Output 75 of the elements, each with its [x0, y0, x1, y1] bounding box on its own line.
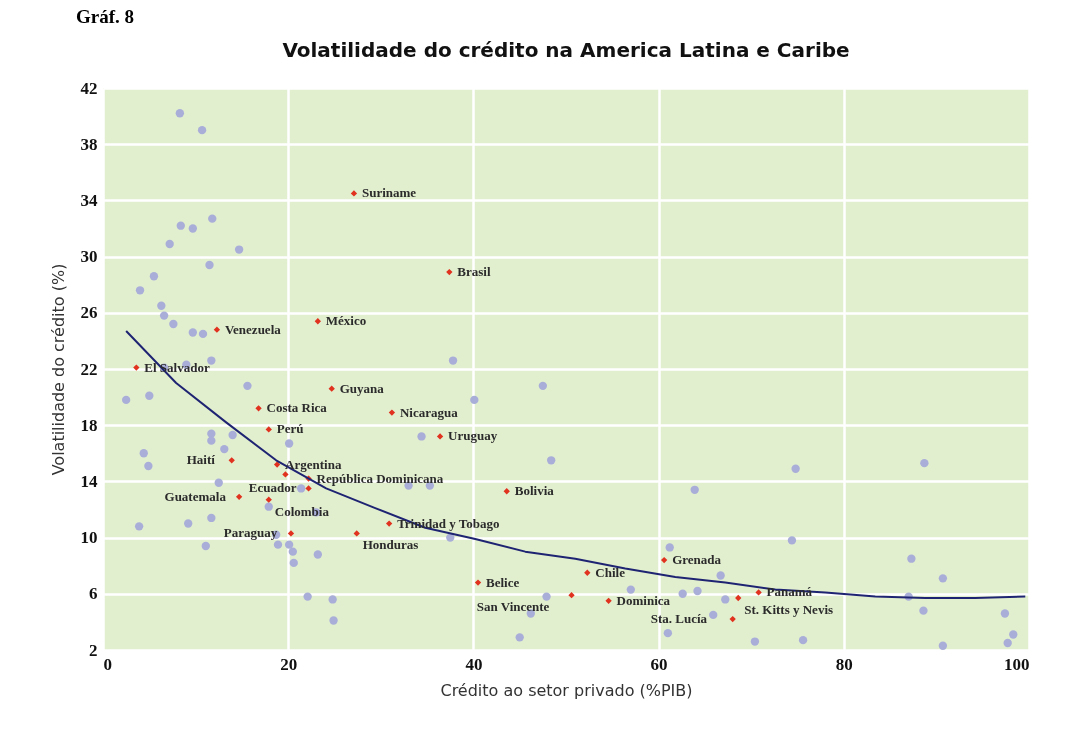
- annotation: Sta. Lucía: [650, 611, 708, 627]
- annotation: Bolivia: [514, 483, 555, 499]
- annotation: Perú: [276, 421, 304, 437]
- point: [584, 569, 591, 576]
- point: [446, 268, 453, 276]
- chart-title: Volatilidade do crédito na America Latina e Caribe: [282, 38, 850, 62]
- x-tick-label: 60: [650, 654, 668, 674]
- point: [305, 485, 312, 492]
- point: [350, 190, 358, 197]
- point: [265, 496, 272, 503]
- y-axis-title: Volatilidade do crédito (%): [48, 263, 68, 476]
- annotation: Venezuela: [224, 321, 282, 337]
- annotation: México: [325, 313, 367, 329]
- x-axis-title: Crédito ao setor privado (%PIB): [440, 680, 693, 700]
- y-tick-label: 34: [80, 190, 98, 210]
- annotation: Ecuador: [248, 480, 297, 496]
- point: [474, 579, 482, 586]
- annotation: El Salvador: [144, 359, 210, 375]
- annotation: Uruguay: [448, 428, 498, 444]
- annotation: Belice: [486, 574, 520, 590]
- point: [133, 364, 140, 371]
- y-tick-label: 38: [80, 134, 98, 154]
- point: [605, 597, 612, 604]
- annotation: Guyana: [339, 380, 385, 396]
- annotation: St. Kitts y Nevis: [744, 602, 834, 618]
- annotation: Dominica: [616, 592, 671, 608]
- y-tick-label: 42: [80, 78, 98, 98]
- annotation: Honduras: [362, 537, 419, 553]
- annotation: Grenada: [672, 552, 722, 568]
- annotation: Chile: [595, 564, 626, 580]
- point: [503, 488, 510, 495]
- annotation: Suriname: [361, 185, 417, 201]
- y-tick-label: 22: [80, 359, 98, 379]
- y-tick-label: 26: [80, 303, 98, 323]
- annotation: Costa Rica: [266, 400, 328, 416]
- y-tick-label: 18: [80, 415, 98, 435]
- x-tick-label: 100: [1004, 654, 1030, 674]
- annotation: Guatemala: [164, 488, 227, 504]
- text: Gráf. 8: [76, 6, 135, 28]
- y-tick-label: 14: [80, 471, 98, 491]
- x-tick-label: 20: [280, 654, 298, 674]
- y-tick-label: 10: [80, 528, 98, 548]
- annotation: Argentina: [285, 456, 342, 472]
- annotation: Paraguay: [223, 525, 278, 541]
- point: [353, 530, 360, 537]
- point: [568, 592, 575, 599]
- point: [328, 385, 335, 392]
- point: [282, 471, 289, 478]
- point: [729, 615, 736, 623]
- annotation: Brasil: [457, 264, 491, 280]
- point: [287, 530, 295, 537]
- y-tick-label: 6: [89, 584, 98, 604]
- x-tick-label: 80: [835, 654, 853, 674]
- point: [235, 493, 243, 501]
- point: [385, 520, 393, 527]
- point: [273, 461, 281, 468]
- point: [755, 589, 762, 596]
- point: [660, 556, 668, 564]
- point: [388, 409, 396, 416]
- point: [255, 405, 262, 412]
- point: [735, 594, 742, 602]
- annotation: Nicaragua: [399, 404, 459, 420]
- point: [228, 457, 235, 464]
- annotation: San Vincente: [476, 599, 550, 615]
- y-tick-label: 2: [89, 640, 98, 660]
- point: [265, 426, 272, 433]
- x-tick-label: 40: [465, 654, 483, 674]
- point: [213, 326, 221, 333]
- x-tick-label: 0: [103, 654, 112, 674]
- point: [314, 318, 321, 325]
- point: [436, 433, 444, 440]
- annotation: Haití: [186, 452, 216, 468]
- y-tick-label: 30: [80, 247, 98, 267]
- annotation: Colombia: [274, 503, 330, 519]
- annotation: República Dominicana: [316, 470, 444, 486]
